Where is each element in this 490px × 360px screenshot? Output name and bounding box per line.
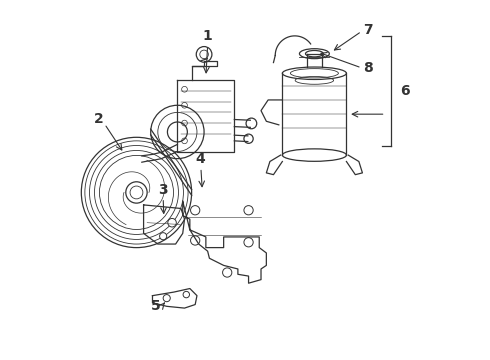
Circle shape [183,291,190,298]
Text: 2: 2 [94,112,103,126]
Circle shape [244,206,253,215]
Text: 5: 5 [151,299,161,313]
Circle shape [160,233,167,240]
Circle shape [168,219,176,227]
Circle shape [191,236,200,245]
Circle shape [163,294,171,302]
Text: 6: 6 [400,84,410,98]
Text: 3: 3 [158,183,168,197]
Text: 8: 8 [363,61,372,75]
Circle shape [191,206,200,215]
Circle shape [244,238,253,247]
Text: 4: 4 [196,152,205,166]
Text: 7: 7 [363,23,372,37]
Text: 1: 1 [203,29,213,43]
Circle shape [222,268,232,277]
